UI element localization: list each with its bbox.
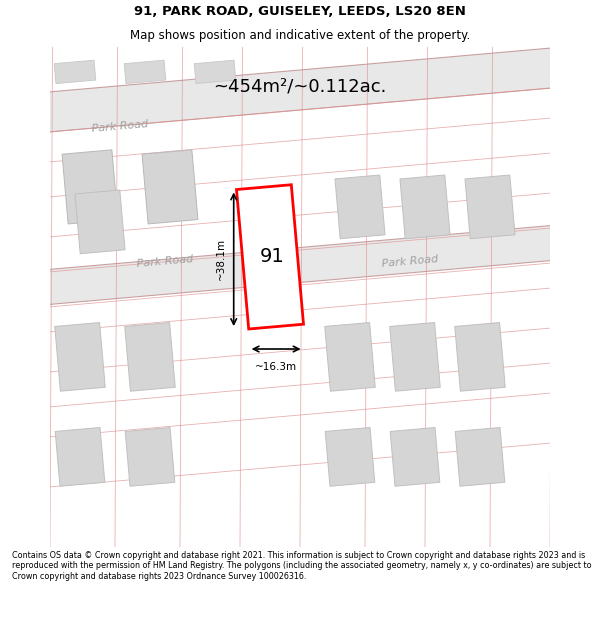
Text: Park Road: Park Road: [381, 254, 439, 269]
Text: 91, PARK ROAD, GUISELEY, LEEDS, LS20 8EN: 91, PARK ROAD, GUISELEY, LEEDS, LS20 8EN: [134, 5, 466, 18]
Text: Contains OS data © Crown copyright and database right 2021. This information is : Contains OS data © Crown copyright and d…: [12, 551, 592, 581]
Polygon shape: [335, 175, 385, 239]
Polygon shape: [236, 185, 304, 329]
Polygon shape: [125, 322, 175, 391]
Polygon shape: [390, 322, 440, 391]
Polygon shape: [194, 60, 236, 84]
Polygon shape: [55, 428, 105, 486]
Polygon shape: [400, 175, 450, 239]
Text: Map shows position and indicative extent of the property.: Map shows position and indicative extent…: [130, 29, 470, 42]
Polygon shape: [124, 60, 166, 84]
Text: ~16.3m: ~16.3m: [255, 361, 297, 371]
Polygon shape: [390, 428, 440, 486]
Polygon shape: [455, 428, 505, 486]
Text: Park Road: Park Road: [91, 119, 149, 134]
Polygon shape: [75, 190, 125, 254]
Polygon shape: [50, 226, 550, 304]
Polygon shape: [50, 48, 550, 132]
Text: ~454m²/~0.112ac.: ~454m²/~0.112ac.: [214, 78, 386, 96]
Text: Park Road: Park Road: [136, 254, 194, 269]
Polygon shape: [62, 150, 118, 224]
Polygon shape: [55, 322, 105, 391]
Polygon shape: [465, 175, 515, 239]
Polygon shape: [54, 60, 96, 84]
Polygon shape: [125, 428, 175, 486]
Polygon shape: [325, 322, 375, 391]
Text: ~38.1m: ~38.1m: [216, 238, 226, 281]
Polygon shape: [325, 428, 375, 486]
Polygon shape: [455, 322, 505, 391]
Polygon shape: [142, 150, 198, 224]
Text: 91: 91: [260, 248, 285, 266]
